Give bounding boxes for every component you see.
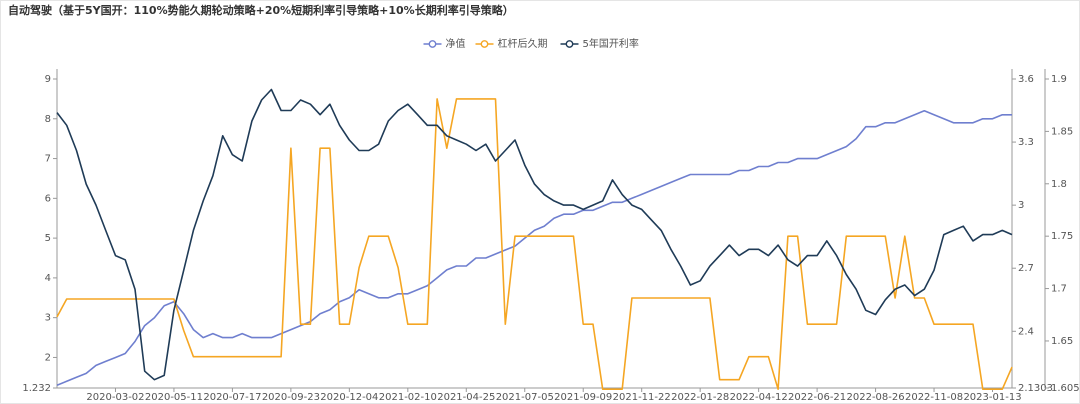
y3-tick-label: 1.9 xyxy=(1051,74,1067,85)
y2-tick-label: 3.3 xyxy=(1018,137,1034,148)
series-line xyxy=(56,110,1012,387)
x-tick-label: 2022-08-26 xyxy=(847,392,905,403)
y-tick-label: 3 xyxy=(45,313,51,324)
y-tick-label: 9 xyxy=(45,74,51,85)
y3-tick-label: 1.7 xyxy=(1051,284,1067,295)
x-tick-label: 2023-01-13 xyxy=(963,392,1021,403)
y2-tick-label: 2.1303 xyxy=(1018,383,1053,394)
x-tick-label: 2020-03-02 xyxy=(86,392,144,403)
legend-swatch-dot xyxy=(480,40,489,48)
x-tick-label: 2022-04-12 xyxy=(730,392,788,403)
x-tick-label: 2020-05-11 xyxy=(145,392,203,403)
legend-label: 净值 xyxy=(446,37,466,50)
y3-tick-label: 1.75 xyxy=(1051,231,1073,242)
y-tick-label: 5 xyxy=(45,233,51,244)
x-tick-label: 2021-07-05 xyxy=(496,392,554,403)
x-tick-label: 2021-09-09 xyxy=(554,392,612,403)
y2-tick-label: 3.6 xyxy=(1018,74,1034,85)
y3-tick-label: 1.65 xyxy=(1051,336,1073,347)
y-tick-label: 4 xyxy=(45,273,51,284)
x-tick-label: 2020-12-04 xyxy=(320,392,378,403)
y-tick-label: 8 xyxy=(45,114,51,125)
y-tick-label: 1.232 xyxy=(22,383,51,394)
y2-tick-label: 2.7 xyxy=(1018,263,1034,274)
x-tick-label: 2021-11-22 xyxy=(613,392,671,403)
y3-tick-label: 1.8 xyxy=(1051,179,1067,190)
legend: 净值 杠杆后久期 5年国开利率 xyxy=(423,37,639,50)
y-tick-label: 2 xyxy=(45,352,51,363)
y3-tick-label: 1.85 xyxy=(1051,126,1073,137)
legend-swatch-dot xyxy=(428,40,437,48)
y2-tick-label: 3 xyxy=(1018,200,1024,211)
x-tick-label: 2022-06-21 xyxy=(788,392,846,403)
legend-label: 杠杆后久期 xyxy=(498,37,548,50)
x-tick-label: 2021-04-25 xyxy=(437,392,495,403)
legend-swatch-dot xyxy=(565,40,574,48)
series-line xyxy=(56,98,1013,390)
x-tick-label: 2022-11-08 xyxy=(905,392,963,403)
x-tick-label: 2020-07-17 xyxy=(203,392,261,403)
chart-title: 自动驾驶（基于5Y国开：110%势能久期轮动策略+20%短期利率引导策略+10%… xyxy=(8,3,514,17)
x-tick-label: 2021-02-10 xyxy=(379,392,437,403)
y-tick-label: 6 xyxy=(45,193,51,204)
x-tick-label: 2020-09-23 xyxy=(262,392,320,403)
y2-tick-label: 2.4 xyxy=(1018,326,1034,337)
legend-label: 5年国开利率 xyxy=(583,37,639,50)
x-tick-label: 2022-01-28 xyxy=(671,392,729,403)
y-tick-label: 7 xyxy=(45,154,51,165)
series-line xyxy=(56,88,1013,381)
